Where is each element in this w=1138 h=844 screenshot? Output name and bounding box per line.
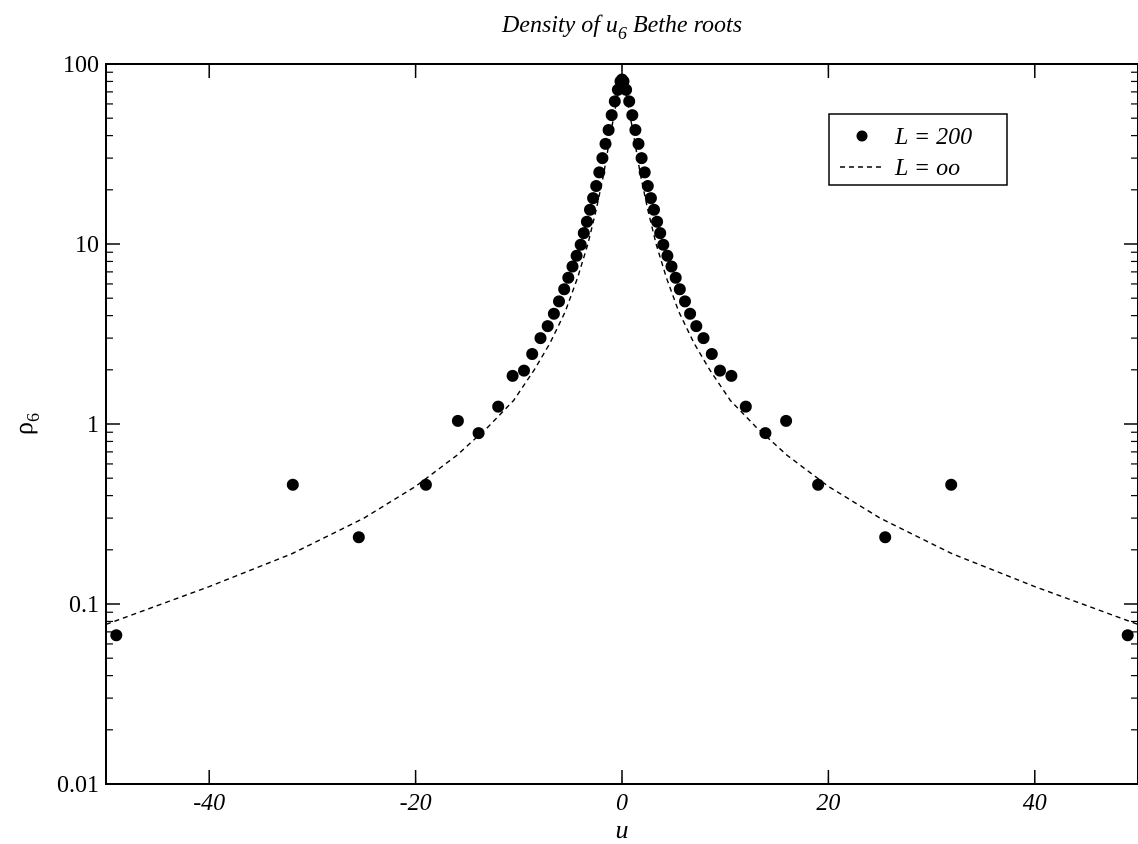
data-point: [602, 124, 615, 136]
legend-label-markers: L = 200: [894, 124, 972, 150]
data-point: [577, 227, 590, 240]
x-tick-label: 20: [816, 790, 840, 816]
data-point: [684, 307, 697, 320]
data-point: [286, 478, 299, 491]
data-point: [651, 215, 664, 228]
data-point: [679, 295, 691, 308]
data-point: [506, 369, 519, 382]
data-point: [110, 629, 123, 642]
x-axis-title: u: [616, 815, 629, 844]
data-point: [759, 427, 772, 440]
data-point: [641, 180, 654, 192]
x-tick-label: -20: [400, 790, 432, 816]
y-axis-subscript: 6: [23, 413, 43, 422]
data-point: [547, 307, 560, 320]
data-point: [562, 271, 575, 284]
data-point: [626, 109, 639, 122]
data-point: [1121, 629, 1134, 642]
legend-label-dashed: L = oo: [894, 155, 960, 181]
data-point: [632, 137, 645, 150]
y-tick-label: 100: [63, 52, 99, 78]
data-point: [780, 414, 793, 427]
data-point: [596, 152, 609, 165]
data-point: [558, 283, 571, 296]
data-point: [879, 531, 892, 544]
data-point: [714, 364, 726, 377]
data-point: [635, 152, 648, 165]
data-point: [608, 95, 621, 108]
chart-title-prefix: Density of u: [501, 12, 618, 38]
data-point: [580, 215, 593, 228]
data-point: [638, 166, 651, 179]
data-point: [526, 348, 539, 360]
data-point: [472, 427, 485, 440]
data-point: [945, 478, 958, 491]
data-point: [587, 192, 600, 205]
data-point: [492, 400, 505, 413]
data-point: [644, 192, 657, 205]
x-tick-label: 40: [1023, 790, 1047, 816]
data-point: [419, 478, 432, 491]
data-point: [661, 249, 674, 262]
data-point: [605, 109, 618, 122]
data-point: [812, 478, 825, 491]
data-point: [620, 83, 633, 96]
chart-title-subscript: 6: [618, 23, 627, 43]
data-point: [725, 369, 738, 382]
data-point: [534, 332, 547, 345]
data-point: [541, 320, 554, 333]
data-point: [352, 531, 365, 544]
data-point: [590, 180, 603, 192]
y-tick-label: 1: [87, 412, 99, 438]
data-point: [593, 166, 606, 179]
data-point: [648, 203, 660, 216]
data-point: [451, 414, 464, 427]
data-point: [518, 364, 530, 377]
data-point: [690, 320, 703, 333]
data-point: [697, 332, 710, 345]
legend-marker-icon: [856, 130, 868, 142]
data-point: [566, 260, 579, 273]
data-point: [574, 238, 587, 251]
data-point: [673, 283, 686, 296]
x-tick-label: -40: [193, 790, 225, 816]
data-point: [654, 227, 667, 240]
series-markers: [110, 73, 1134, 642]
y-tick-label: 0.01: [57, 772, 99, 798]
legend-box: [828, 113, 1008, 186]
legend: L = 200 L = oo: [828, 113, 1008, 186]
data-point: [570, 249, 583, 262]
data-point: [669, 271, 682, 284]
chart-title-suffix: Bethe roots: [627, 12, 742, 38]
data-point: [629, 124, 642, 136]
data-point: [705, 348, 718, 360]
data-point: [657, 238, 670, 251]
data-point: [665, 260, 678, 273]
axis-ticks: -40 -20 0 20 40 0.01 0.1 1 10 100: [57, 52, 1138, 816]
y-axis-symbol: ρ: [9, 422, 38, 435]
y-tick-label: 0.1: [69, 592, 99, 618]
data-point: [553, 295, 565, 308]
y-tick-label: 10: [75, 232, 99, 258]
x-tick-label: 0: [616, 790, 628, 816]
data-point: [623, 95, 636, 108]
data-point: [739, 400, 752, 413]
chart-title: Density of u6 Bethe roots: [501, 12, 742, 43]
data-point: [584, 203, 596, 216]
data-point: [599, 137, 612, 150]
y-axis-title: ρ6: [9, 413, 43, 435]
